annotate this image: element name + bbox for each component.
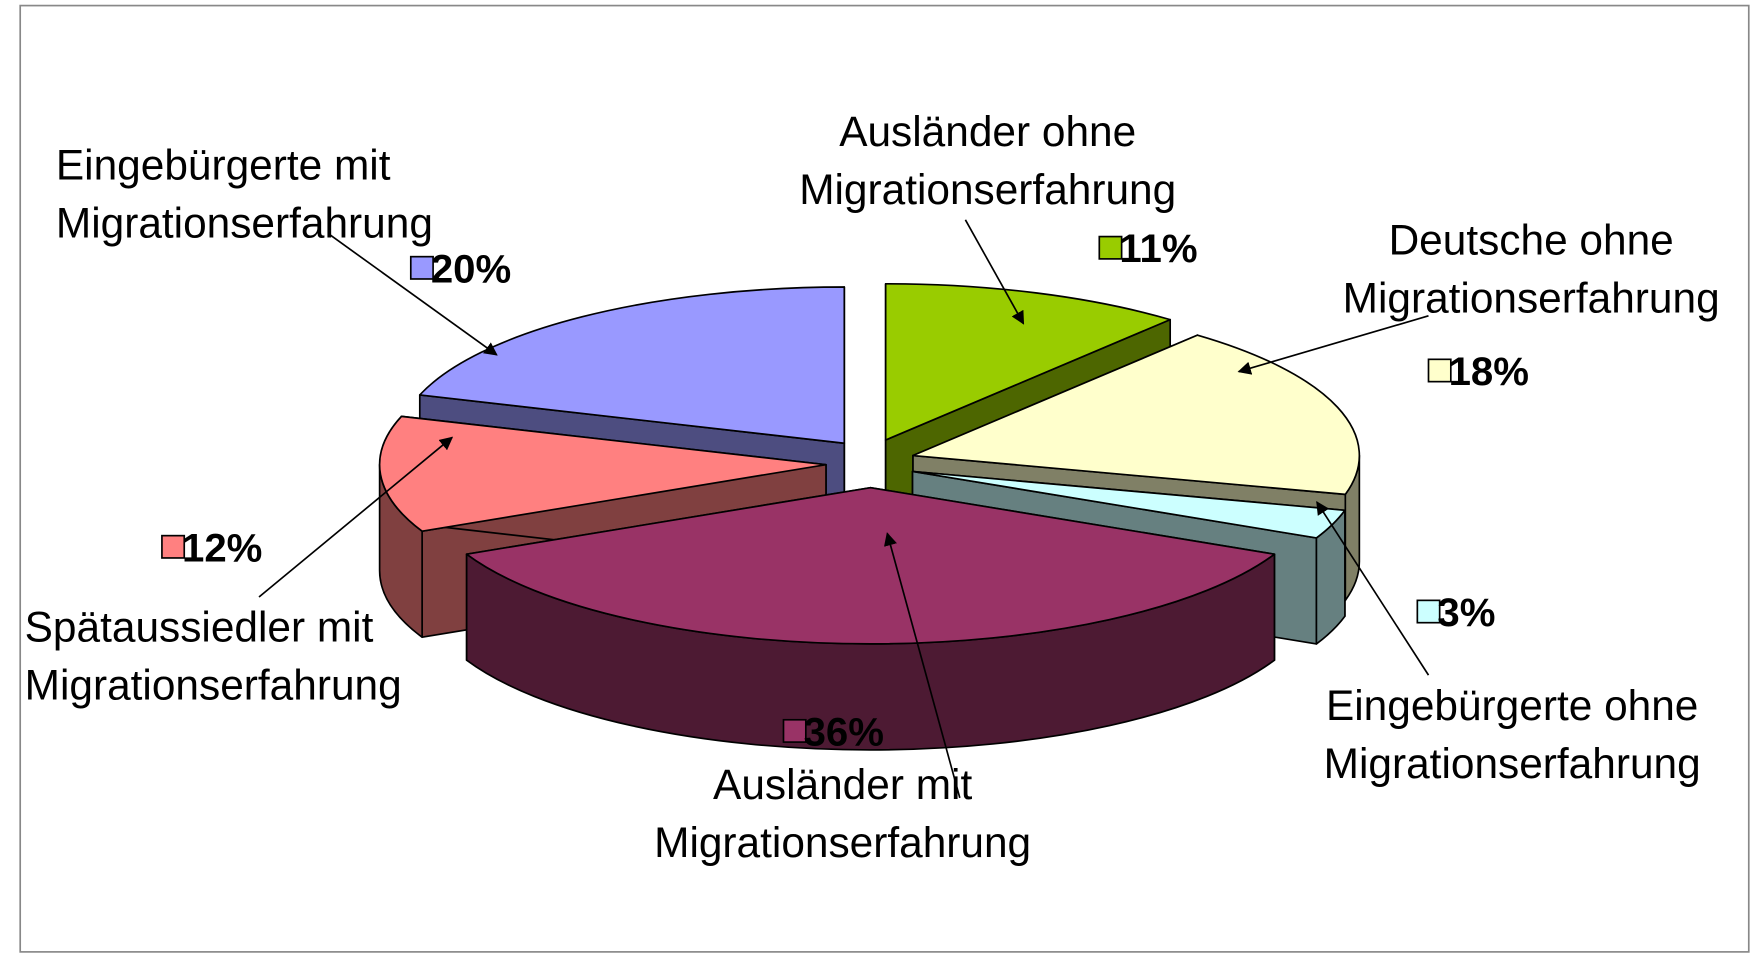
slice-top xyxy=(884,282,1172,441)
category-label: Eingebürgerte mit Migrationserfahrung xyxy=(56,142,433,247)
category-label: Deutsche ohne Migrationserfahrung xyxy=(1343,216,1720,321)
legend-key xyxy=(1427,358,1452,383)
legend-key xyxy=(1416,599,1441,624)
slice-top xyxy=(378,415,827,533)
category-label: Spätaussiedler mit Migrationserfahrung xyxy=(25,604,402,709)
slice-top xyxy=(465,486,1276,645)
category-label: Ausländer mit Migrationserfahrung xyxy=(654,761,1031,866)
leader-arrow xyxy=(258,436,454,598)
legend-key xyxy=(782,718,807,743)
category-label: Eingebürgerte ohne Migrationserfahrung xyxy=(1324,682,1701,787)
value-label: 12% xyxy=(182,525,262,570)
leader-arrow xyxy=(1237,315,1429,375)
slice-top xyxy=(912,334,1361,496)
value-label: 18% xyxy=(1449,349,1529,394)
legend-key xyxy=(409,255,434,280)
value-label: 36% xyxy=(804,709,884,754)
chart-frame xyxy=(19,4,1750,953)
value-label: 11% xyxy=(1119,226,1197,271)
pie-slice xyxy=(465,486,1276,751)
legend-key xyxy=(1098,235,1123,260)
leader-arrow xyxy=(1316,501,1430,676)
value-label: 20% xyxy=(431,246,511,291)
leader-arrow xyxy=(884,532,961,799)
leader-arrow xyxy=(964,219,1025,325)
value-label: 3% xyxy=(1437,590,1495,635)
legend-key xyxy=(161,534,186,559)
slice-top xyxy=(418,286,846,445)
category-label: Ausländer ohne Migrationserfahrung xyxy=(799,108,1176,213)
leader-arrow xyxy=(328,233,498,356)
slice-top xyxy=(911,470,1346,539)
